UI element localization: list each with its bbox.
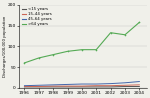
Y-axis label: Discharges/100,000 population: Discharges/100,000 population	[3, 16, 8, 77]
Legend: <15 years, 15–44 years, 45–64 years, >64 years: <15 years, 15–44 years, 45–64 years, >64…	[22, 7, 52, 27]
